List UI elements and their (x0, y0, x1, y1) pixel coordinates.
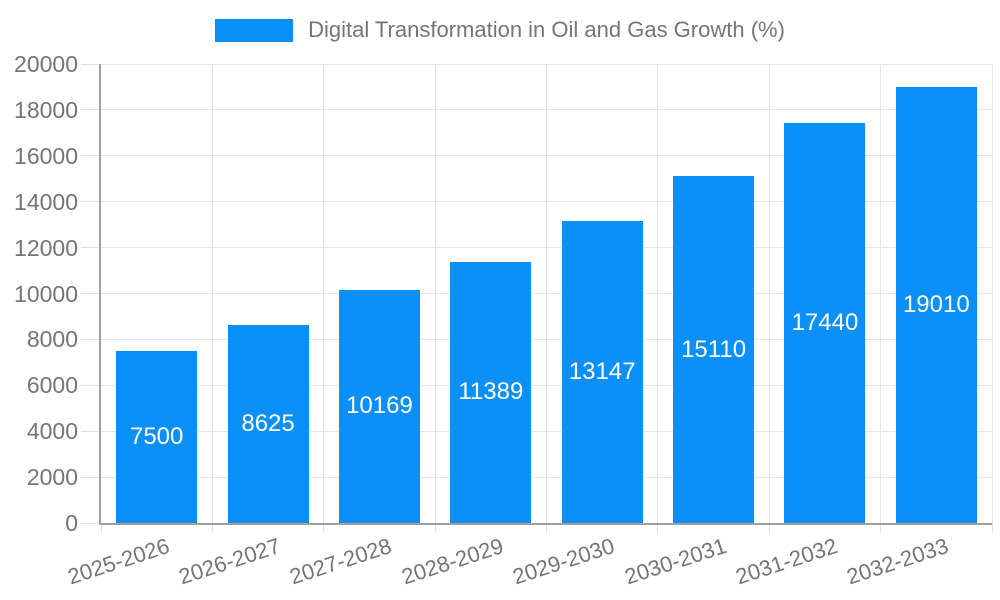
bar (338, 289, 420, 523)
bar (673, 176, 755, 523)
x-tick-mark (323, 523, 325, 532)
y-axis-tick-label: 2000 (26, 464, 78, 491)
bar-value-label: 11389 (458, 378, 524, 406)
x-gridline (991, 64, 993, 523)
x-gridline (546, 64, 547, 523)
x-gridline (880, 64, 882, 523)
y-tick-mark (81, 201, 101, 203)
y-tick-mark (81, 430, 101, 432)
bar (227, 325, 309, 523)
bar-value-label: 17440 (791, 308, 859, 336)
y-tick-mark (81, 63, 101, 65)
y-axis-tick-label: 10000 (14, 280, 78, 307)
y-tick-mark (81, 338, 101, 340)
x-tick-mark (211, 523, 213, 532)
legend-series-label: Digital Transformation in Oil and Gas Gr… (308, 17, 785, 42)
x-gridline (323, 64, 325, 523)
y-axis-tick-label: 4000 (26, 418, 78, 445)
x-tick-mark (546, 523, 547, 532)
x-tick-mark (768, 523, 770, 532)
x-gridline (657, 64, 659, 523)
x-gridline (768, 64, 770, 523)
bar (895, 86, 977, 523)
x-gridline (434, 64, 436, 523)
x-tick-mark (100, 523, 102, 532)
legend-color-swatch (215, 18, 294, 42)
x-tick-mark (434, 523, 436, 532)
bar (561, 221, 643, 523)
bar-value-label: 15110 (681, 335, 747, 363)
x-gridline (211, 64, 213, 523)
bar (116, 350, 198, 523)
bar-value-label: 8625 (241, 410, 295, 438)
bar-value-label: 10169 (346, 392, 413, 420)
chart-legend: Digital Transformation in Oil and Gas Gr… (0, 17, 1000, 43)
y-axis-tick-label: 6000 (26, 372, 78, 399)
y-tick-mark (81, 522, 101, 524)
x-tick-mark (991, 523, 993, 532)
y-tick-mark (81, 476, 101, 478)
y-tick-mark (81, 247, 101, 249)
y-axis-tick-label: 14000 (14, 188, 78, 215)
y-tick-mark (81, 109, 101, 111)
x-axis-line (99, 523, 992, 525)
y-axis-tick-label: 18000 (14, 96, 78, 123)
y-axis-tick-label: 20000 (14, 51, 78, 77)
y-tick-mark (81, 293, 101, 294)
y-axis-tick-label: 16000 (14, 142, 78, 169)
y-axis-tick-label: 0 (65, 510, 78, 536)
x-tick-mark (880, 523, 882, 532)
y-tick-mark (81, 155, 101, 157)
bar (450, 261, 532, 523)
y-axis-line (99, 64, 101, 524)
bar-value-label: 13147 (568, 358, 636, 386)
y-axis-tick-label: 8000 (26, 326, 78, 353)
x-tick-mark (657, 523, 659, 532)
y-tick-mark (81, 384, 101, 386)
y-axis-tick-label: 12000 (14, 234, 78, 261)
bar-value-label: 19010 (902, 290, 970, 318)
bar-value-label: 7500 (129, 422, 184, 450)
bar (784, 122, 866, 523)
